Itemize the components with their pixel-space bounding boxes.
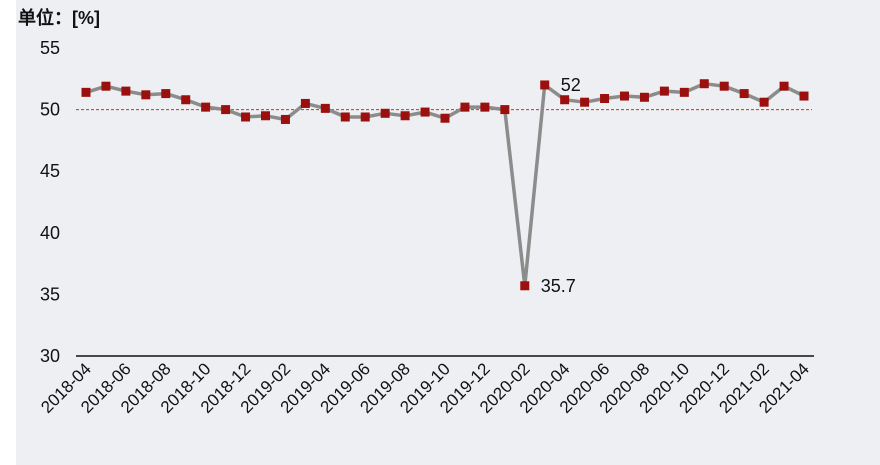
data-point-marker xyxy=(261,111,270,121)
unit-label: 单位：[%] xyxy=(18,7,100,28)
data-point-marker xyxy=(540,80,550,90)
chart-background xyxy=(16,0,880,465)
data-point-marker xyxy=(520,281,530,291)
data-point-marker xyxy=(340,112,350,122)
data-label: 35.7 xyxy=(541,276,576,296)
data-point-marker xyxy=(560,95,570,105)
annotations: 52 35.7 xyxy=(541,75,581,296)
y-tick-label: 45 xyxy=(40,161,60,181)
y-tick-label: 40 xyxy=(40,223,60,243)
y-tick-label: 30 xyxy=(40,346,60,366)
data-point-marker xyxy=(141,90,151,100)
data-point-marker xyxy=(241,112,251,122)
data-point-marker xyxy=(600,94,610,104)
data-point-marker xyxy=(799,91,809,101)
data-point-marker xyxy=(779,81,789,91)
data-point-marker xyxy=(181,95,191,105)
data-point-marker xyxy=(81,87,91,97)
y-axis-ticks: 30 35 40 45 50 55 xyxy=(40,38,60,366)
data-point-marker xyxy=(121,86,131,96)
data-point-marker xyxy=(201,102,211,112)
data-point-marker xyxy=(580,97,590,107)
data-label: 52 xyxy=(561,75,581,95)
data-point-marker xyxy=(221,105,231,115)
data-point-marker xyxy=(320,103,330,113)
data-point-marker xyxy=(360,112,370,122)
data-point-marker xyxy=(101,81,111,91)
data-point-marker xyxy=(440,113,450,123)
data-point-marker xyxy=(639,92,649,102)
data-point-marker xyxy=(759,97,769,107)
data-point-marker xyxy=(161,89,171,99)
data-point-marker xyxy=(620,91,629,101)
data-point-marker xyxy=(300,98,310,108)
data-point-marker xyxy=(400,111,410,121)
y-tick-label: 55 xyxy=(40,38,60,58)
data-point-marker xyxy=(719,81,729,91)
y-tick-label: 50 xyxy=(40,100,60,120)
data-point-marker xyxy=(460,102,470,112)
data-point-marker xyxy=(679,87,689,97)
data-point-marker xyxy=(699,79,709,89)
data-markers xyxy=(81,79,809,291)
data-point-marker xyxy=(420,107,430,117)
data-point-marker xyxy=(280,114,290,124)
data-point-marker xyxy=(659,86,669,96)
y-tick-label: 35 xyxy=(40,284,60,304)
data-point-marker xyxy=(500,105,510,115)
data-point-marker xyxy=(480,102,490,112)
data-point-marker xyxy=(739,89,749,99)
data-point-marker xyxy=(380,108,390,118)
